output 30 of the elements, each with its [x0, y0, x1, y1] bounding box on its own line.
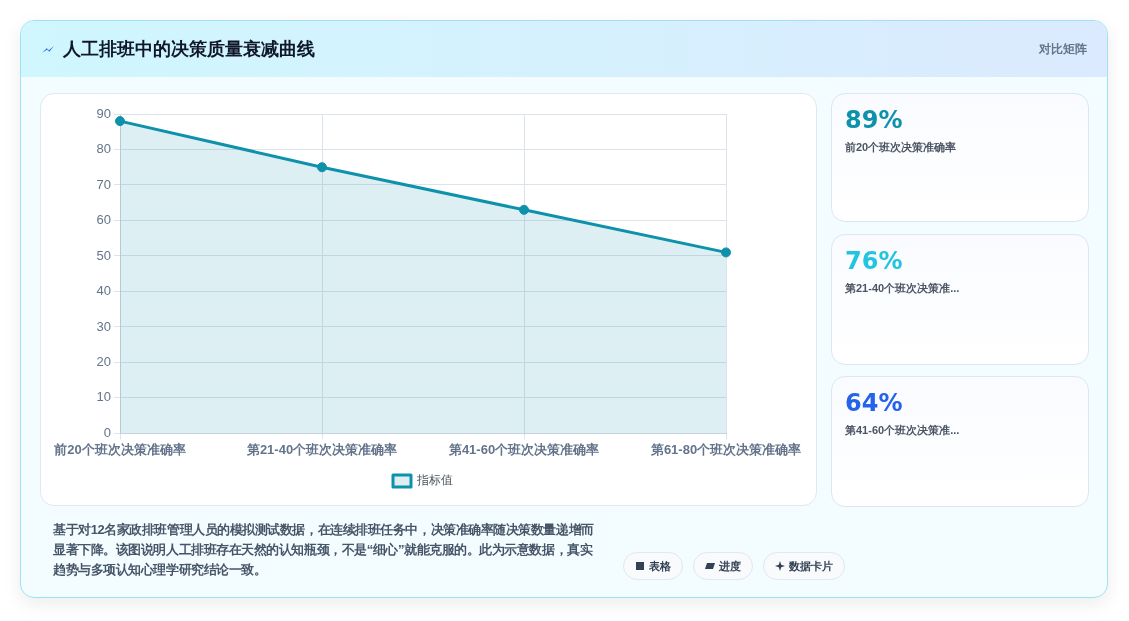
x-tick-label: 第61-80个班次决策准确率: [649, 441, 802, 457]
y-tick-label: 60: [96, 212, 111, 228]
text: 基于对12名家政排班管理人员的模拟测试数据，在连续排班任务中，决策准确率随决策数量递增而显著下降。该图说明人工排班存在天然的认知瓶颈，不是“细心”就能克服的。此为示意数据，真实趋势与多项认知心理学研究结论一致。: [53, 521, 595, 579]
category-label: 前20个班次决策准确率: [845, 140, 957, 155]
text: 进度: [719, 558, 741, 574]
y-tick-label: 70: [96, 176, 111, 192]
text: 数据卡片: [789, 558, 833, 574]
text: 89%: [845, 106, 903, 134]
text: 64%: [845, 389, 903, 417]
y-tick-label: 50: [96, 247, 111, 263]
y-tick-label: 80: [96, 141, 111, 157]
x-tick-label: 第41-60个班次决策准确率: [447, 441, 600, 457]
text: 76%: [845, 247, 903, 275]
category-label: 第21-40个班次决策准...: [845, 281, 960, 296]
legend-label: 指标值: [416, 473, 453, 488]
y-tick-label: 30: [96, 318, 111, 334]
point: [317, 162, 327, 173]
x-tick-label: 前20个班次决策准确率: [53, 441, 186, 457]
text: 对比矩阵: [1039, 41, 1087, 58]
y-tick-label: 90: [96, 105, 111, 121]
chart-title: 人工排班中的决策质量衰减曲线: [63, 38, 315, 61]
y-tick-label: 40: [96, 283, 111, 299]
y-tick-label: 20: [96, 354, 111, 369]
text: 表格: [649, 558, 671, 574]
point: [519, 204, 529, 215]
y-tick-label: 0: [103, 424, 111, 440]
point: [721, 247, 731, 258]
x-tick-label: 第21-40个班次决策准确率: [245, 441, 398, 457]
y-tick-label: 10: [96, 389, 111, 405]
category-label: 第41-60个班次决策准...: [845, 423, 960, 438]
